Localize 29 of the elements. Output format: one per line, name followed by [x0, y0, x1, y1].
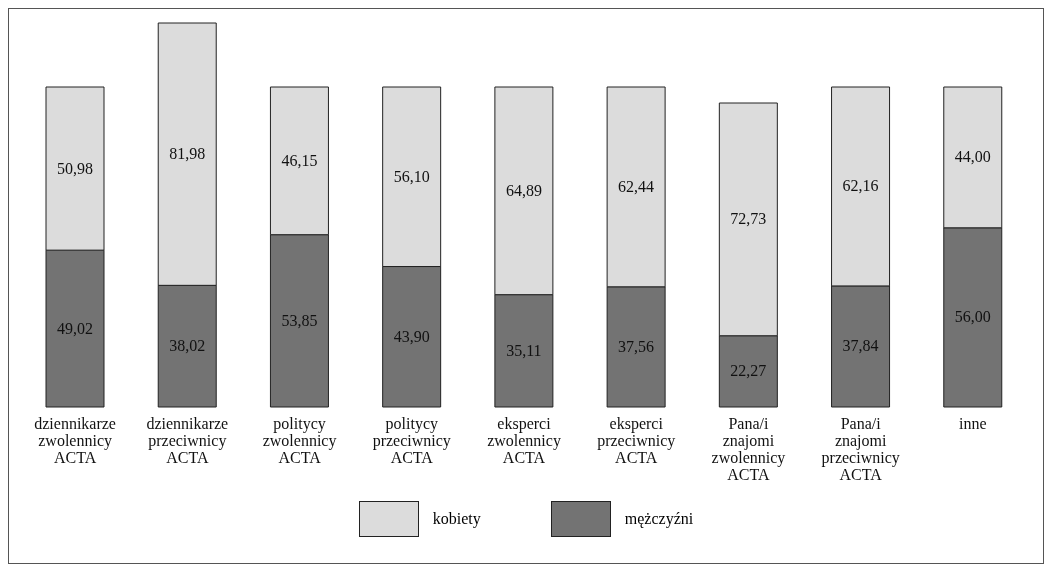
legend-label: kobiety: [432, 510, 481, 528]
data-label: 81,98: [169, 145, 206, 163]
data-label: 53,85: [281, 311, 318, 329]
data-label: 50,98: [57, 159, 93, 177]
legend-label: mężczyźni: [624, 510, 694, 528]
x-tick-label: inne: [959, 415, 987, 432]
x-tick-label: dziennikarze przeciwnicy ACTA: [146, 415, 229, 466]
data-label: 49,02: [57, 319, 93, 337]
data-label: 46,15: [281, 151, 318, 169]
data-label: 62,16: [842, 177, 879, 195]
data-label: 37,56: [618, 337, 655, 355]
x-tick-label: Pana/i znajomi zwolennicy ACTA: [711, 415, 786, 483]
data-label: 38,02: [169, 337, 206, 355]
x-tick-label: eksperci przeciwnicy ACTA: [597, 415, 676, 466]
data-label: 64,89: [505, 181, 542, 199]
data-label: 56,00: [954, 308, 991, 326]
x-tick-label: eksperci zwolennicy ACTA: [487, 415, 561, 466]
x-tick-label: politycy zwolennicy ACTA: [262, 415, 337, 466]
x-tick-label: Pana/i znajomi przeciwnicy ACTA: [821, 415, 900, 483]
data-label: 22,27: [730, 362, 767, 380]
data-label: 43,90: [393, 327, 430, 345]
data-label: 35,11: [506, 341, 542, 359]
data-label: 56,10: [393, 167, 430, 185]
data-label: 44,00: [954, 148, 991, 166]
x-tick-label: politycy przeciwnicy ACTA: [372, 415, 451, 466]
data-label: 62,44: [618, 177, 655, 195]
data-label: 37,84: [842, 337, 879, 355]
data-label: 72,73: [730, 210, 767, 228]
x-tick-label: dziennikarze zwolennicy ACTA: [34, 415, 116, 466]
